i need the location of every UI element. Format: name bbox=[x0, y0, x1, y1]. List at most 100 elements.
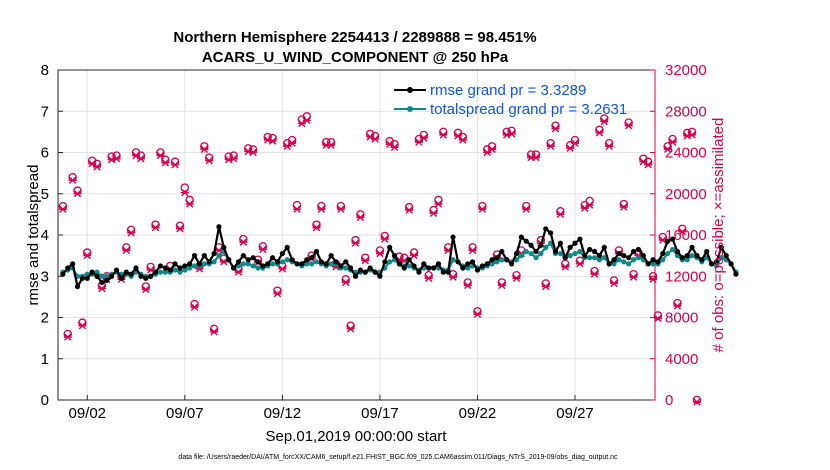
obs-assimilated-point bbox=[180, 188, 189, 197]
rmse-point bbox=[182, 263, 188, 269]
rmse-point bbox=[323, 261, 329, 267]
obs-assimilated-point bbox=[624, 121, 633, 130]
obs-assimilated-point bbox=[292, 205, 301, 213]
rmse-point bbox=[552, 248, 559, 255]
totalspread-point bbox=[523, 248, 529, 255]
left-tick-label: 3 bbox=[41, 268, 49, 285]
rmse-point bbox=[567, 244, 573, 250]
rmse-point bbox=[665, 238, 671, 244]
obs-assimilated-point bbox=[619, 203, 628, 211]
obs-assimilated-point bbox=[132, 151, 141, 160]
rmse-point bbox=[152, 269, 159, 275]
left-tick-label: 1 bbox=[41, 351, 49, 368]
rmse-point bbox=[123, 269, 129, 275]
obs-assimilated-point bbox=[93, 163, 102, 171]
rmse-point bbox=[728, 261, 734, 267]
obs-assimilated-point bbox=[268, 137, 277, 145]
totalspread-point bbox=[162, 269, 168, 275]
totalspread-point bbox=[499, 257, 505, 263]
totalspread-point bbox=[650, 261, 656, 267]
rmse-point bbox=[582, 253, 588, 259]
rmse-point bbox=[260, 263, 266, 269]
left-tick-label: 4 bbox=[41, 227, 49, 244]
rmse-point bbox=[304, 257, 310, 263]
obs-assimilated-point bbox=[385, 140, 394, 148]
totalspread-point bbox=[630, 257, 637, 263]
totalspread-point bbox=[304, 261, 310, 267]
obs-assimilated-point bbox=[449, 273, 458, 281]
obs-assimilated-point bbox=[146, 266, 155, 274]
rmse-point bbox=[274, 259, 281, 265]
rmse-point bbox=[313, 248, 320, 255]
rmse-point bbox=[187, 261, 193, 267]
obs-assimilated-point bbox=[424, 274, 433, 282]
obs-assimilated-point bbox=[439, 131, 448, 139]
rmse-point bbox=[474, 267, 481, 273]
rmse-point bbox=[172, 261, 178, 267]
totalspread-point bbox=[387, 259, 393, 265]
rmse-point bbox=[333, 259, 339, 265]
obs-assimilated-point bbox=[541, 282, 550, 291]
rmse-point bbox=[704, 248, 710, 255]
rmse-point bbox=[635, 246, 642, 253]
rmse-point bbox=[733, 271, 739, 277]
rmse-point bbox=[70, 261, 76, 267]
obs-assimilated-point bbox=[229, 154, 238, 163]
obs-assimilated-point bbox=[429, 209, 438, 217]
obs-assimilated-point bbox=[595, 129, 604, 137]
rmse-point bbox=[533, 248, 539, 255]
rmse-point bbox=[240, 253, 246, 259]
rmse-point bbox=[294, 261, 300, 267]
right-tick-label: 4000 bbox=[665, 351, 698, 368]
obs-assimilated-point bbox=[136, 154, 145, 163]
rmse-point bbox=[538, 242, 544, 248]
rmse-point bbox=[348, 265, 354, 271]
obs-assimilated-point bbox=[410, 251, 419, 260]
obs-assimilated-point bbox=[351, 239, 360, 247]
rmse-point bbox=[460, 265, 466, 271]
rmse-point bbox=[104, 277, 110, 283]
legend-rmse-label: rmse grand pr = 3.3289 bbox=[430, 82, 586, 99]
rmse-point bbox=[109, 273, 115, 279]
rmse-point bbox=[230, 265, 237, 271]
rmse-point bbox=[211, 250, 217, 257]
obs-assimilated-point bbox=[273, 290, 282, 298]
rmse-point bbox=[74, 283, 81, 290]
obs-assimilated-point bbox=[478, 205, 487, 213]
obs-assimilated-point bbox=[127, 229, 136, 237]
left-axis-ticks: 0 1 2 3 4 5 6 7 8 bbox=[41, 62, 63, 409]
rmse-point bbox=[162, 265, 168, 271]
totalspread-point bbox=[450, 257, 456, 263]
obs-assimilated-point bbox=[405, 206, 414, 214]
rmse-point bbox=[518, 234, 524, 240]
totalspread-point bbox=[665, 250, 671, 257]
legend-spread-marker bbox=[407, 106, 413, 112]
rmse-point bbox=[235, 259, 242, 265]
obs-assimilated-point bbox=[73, 189, 82, 198]
totalspread-point bbox=[518, 253, 524, 259]
obs-assimilated-point bbox=[390, 143, 399, 151]
obs-assimilated-point bbox=[463, 281, 472, 290]
right-tick-label: 16000 bbox=[665, 227, 707, 244]
obs-assimilated-point bbox=[219, 258, 228, 266]
obs-assimilated-point bbox=[312, 224, 321, 232]
obs-assimilated-point bbox=[512, 274, 521, 282]
obs-assimilated-point bbox=[63, 333, 72, 341]
totalspread-point bbox=[538, 250, 544, 257]
x-tick-label: 09/17 bbox=[361, 405, 399, 422]
obs-assimilated-point bbox=[556, 210, 565, 219]
rmse-point bbox=[167, 267, 173, 273]
rmse-point bbox=[99, 279, 105, 286]
obs-assimilated-point bbox=[83, 251, 92, 260]
rmse-point bbox=[65, 265, 71, 271]
rmse-point bbox=[148, 273, 154, 279]
obs-assimilated-point bbox=[561, 263, 570, 271]
rmse-point bbox=[435, 261, 442, 267]
obs-assimilated-point bbox=[600, 117, 609, 126]
totalspread-point bbox=[528, 250, 534, 257]
totalspread-point bbox=[250, 263, 256, 269]
obs-assimilated-point bbox=[58, 205, 67, 213]
obs-assimilated-point bbox=[585, 201, 594, 209]
rmse-point bbox=[640, 253, 646, 259]
totalspread-point bbox=[621, 259, 627, 265]
